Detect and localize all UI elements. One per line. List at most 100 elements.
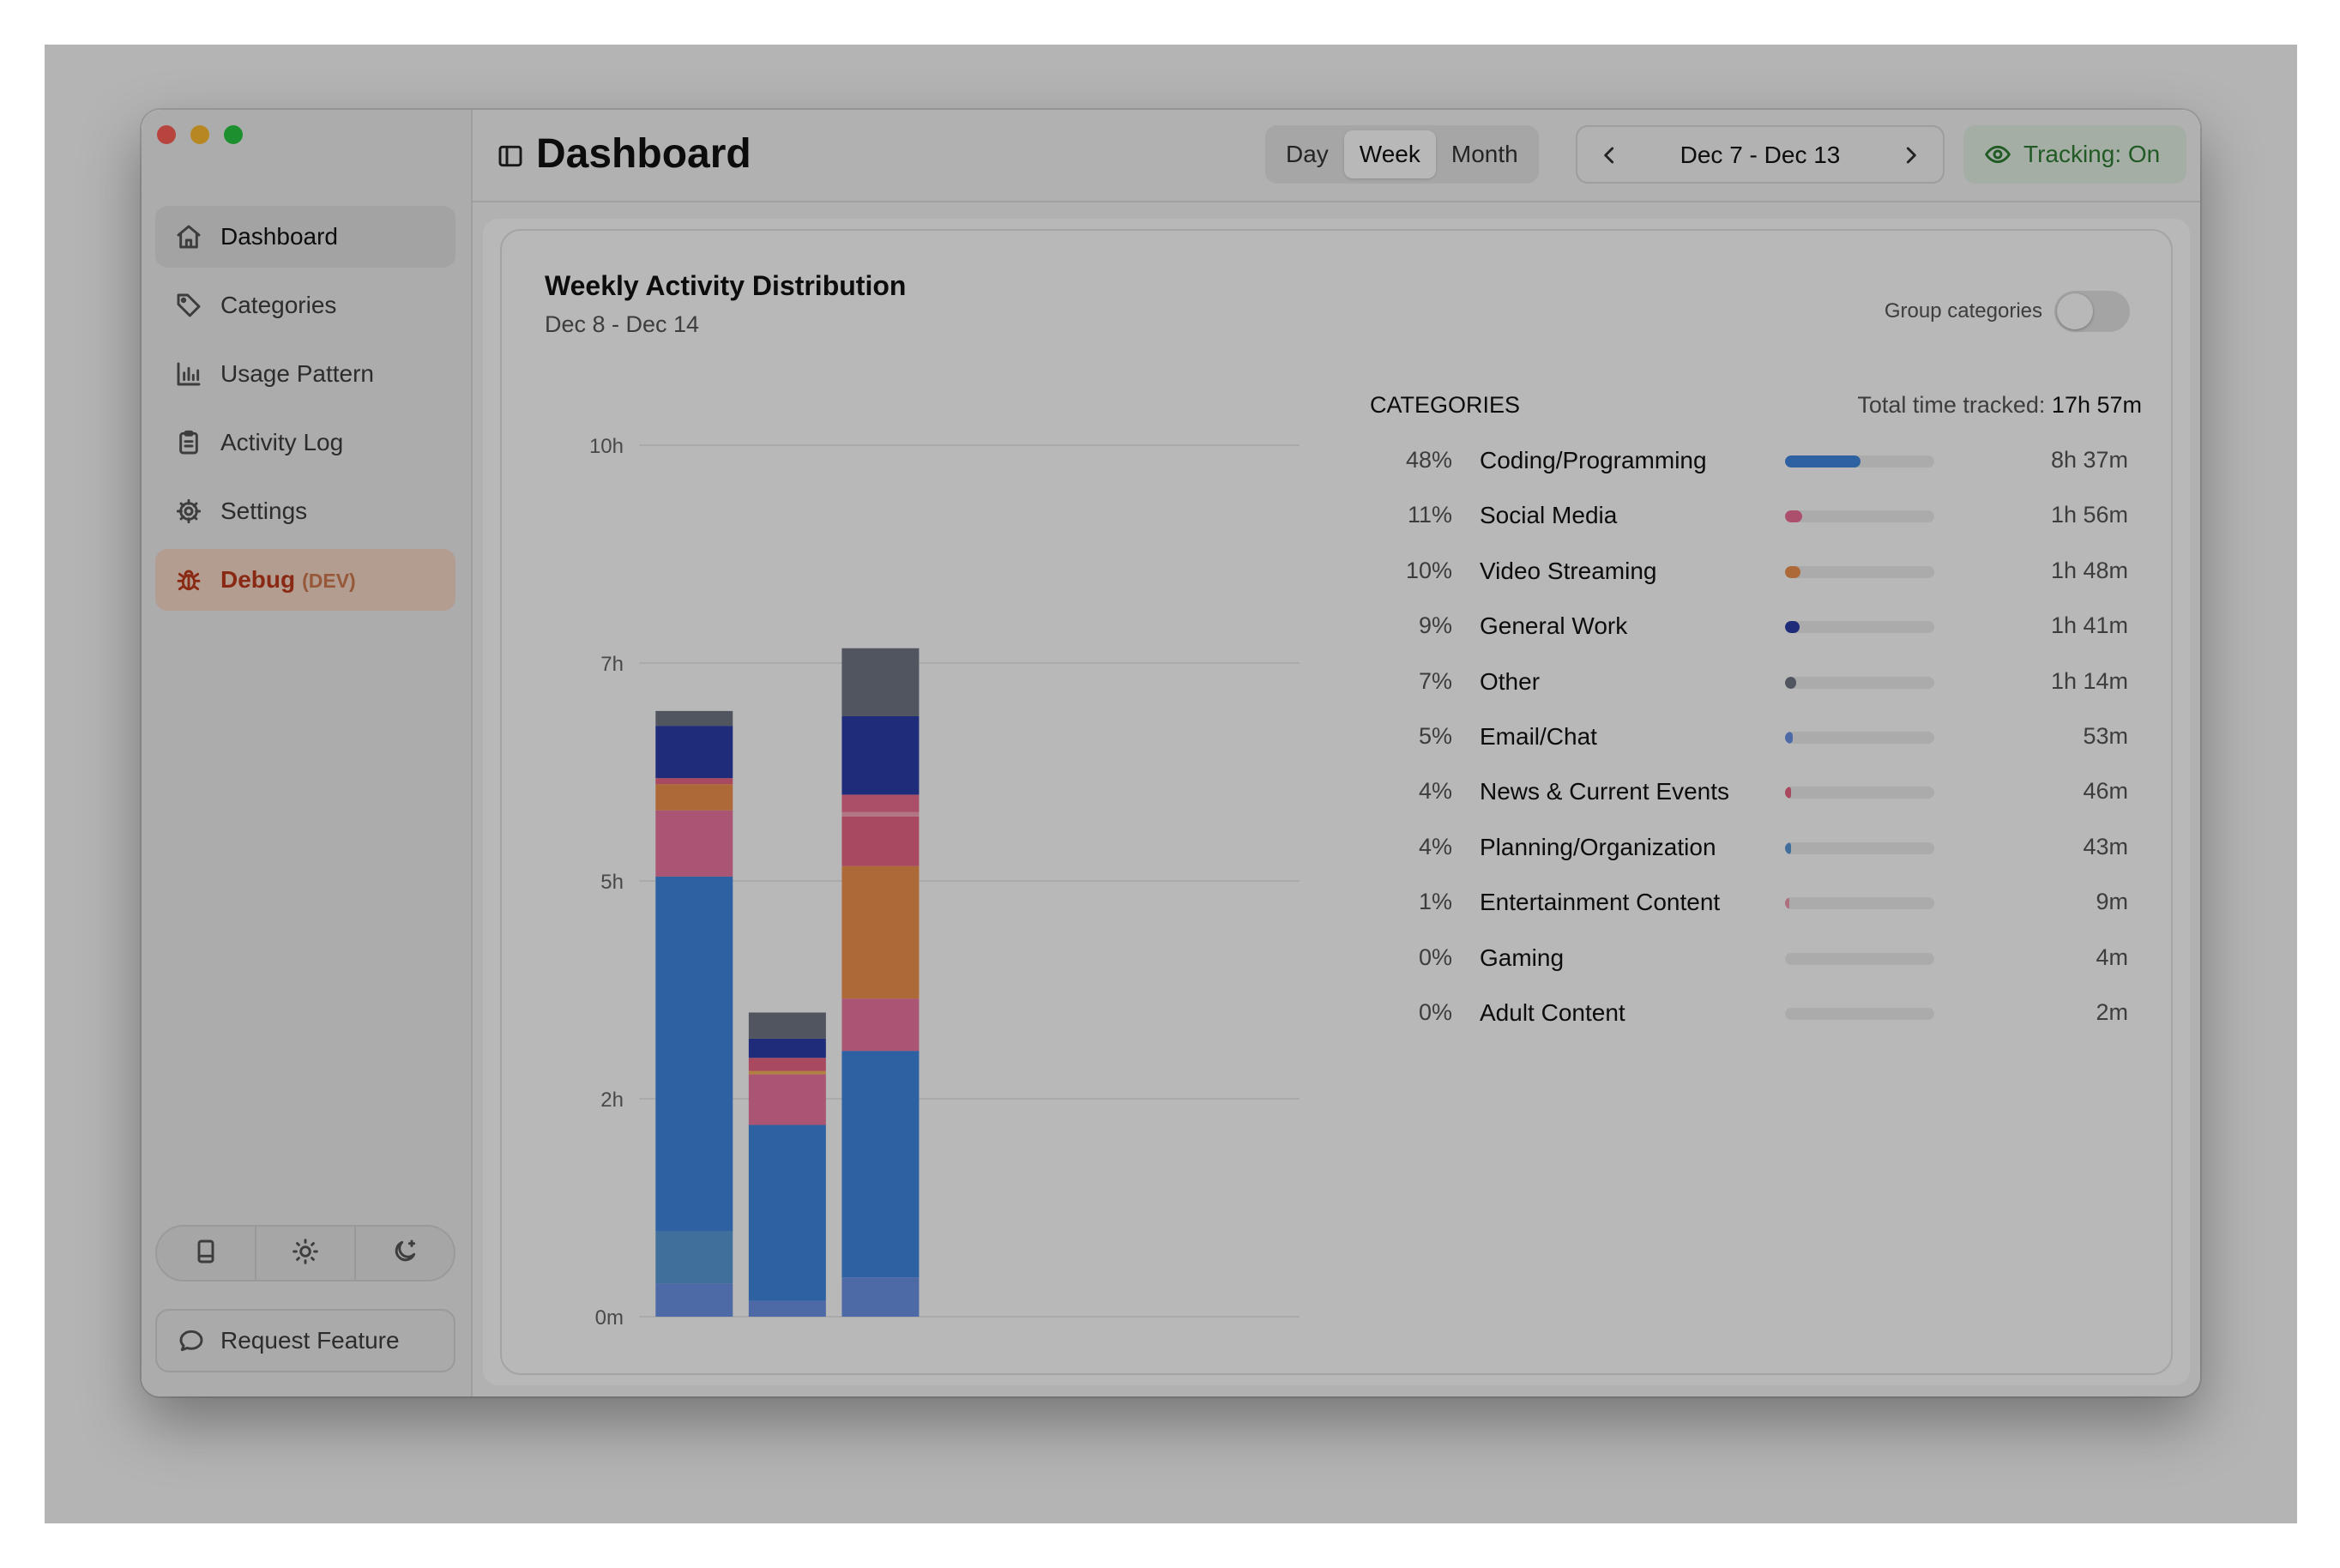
category-list: 48% Coding/Programming 8h 37m 11% Social Med… (1370, 447, 2142, 1054)
y-tick-label: 10h (589, 435, 624, 458)
weekly-activity-card: Weekly Activity Distribution Dec 8 - Dec… (500, 229, 2173, 1375)
total-time-tracked: Total time tracked: 17h 57m (1857, 392, 2142, 419)
category-row: 4% Planning/Organization 43m (1370, 834, 2142, 889)
category-name: Video Streaming (1480, 557, 1657, 584)
chevron-left-icon[interactable] (1596, 142, 1624, 173)
y-tick-label: 7h (600, 653, 624, 676)
dev-badge: (DEV) (302, 570, 356, 592)
top-header: Dashboard Day Week Month Dec 7 - Dec 13 … (473, 110, 2200, 202)
category-row: 4% News & Current Events 46m (1370, 778, 2142, 833)
category-percent: 11% (1407, 502, 1452, 528)
category-duration: 43m (2083, 833, 2128, 859)
category-row: 5% Email/Chat 53m (1370, 723, 2142, 778)
tracking-status-button[interactable]: Tracking: On (1963, 125, 2186, 184)
eye-icon (1984, 141, 2011, 168)
tab-day[interactable]: Day (1286, 141, 1329, 167)
bar-chart-icon (174, 359, 203, 389)
minimize-window-button[interactable] (190, 125, 209, 144)
category-progress-track (1785, 676, 1934, 689)
category-row: 7% Other 1h 14m (1370, 668, 2142, 723)
x-tick-label: Tue (770, 1343, 805, 1346)
category-duration: 1h 56m (2050, 502, 2128, 528)
bar-segment (655, 876, 733, 1232)
request-feature-button[interactable]: Request Feature (155, 1309, 455, 1372)
categories-header: CATEGORIES Total time tracked: 17h 57m (1370, 392, 2142, 426)
category-progress-fill (1785, 510, 1803, 523)
category-percent: 4% (1418, 778, 1452, 805)
bar-segment (841, 794, 920, 812)
category-duration: 53m (2083, 722, 2128, 749)
light-theme-button[interactable] (256, 1227, 356, 1280)
x-tick-label: Mon (674, 1343, 715, 1346)
sidebar-nav: Dashboard Categories Usage Pattern Activ… (155, 206, 455, 618)
categories-heading: CATEGORIES (1370, 392, 1521, 418)
category-name: Email/Chat (1480, 722, 1597, 750)
system-theme-button[interactable] (157, 1227, 256, 1280)
bar-segment (841, 998, 920, 1052)
tab-month[interactable]: Month (1450, 141, 1518, 167)
total-time-value: 17h 57m (2051, 392, 2142, 418)
sidebar-item-categories[interactable]: Categories (155, 274, 455, 336)
category-percent: 5% (1418, 722, 1452, 749)
sidebar-item-usage-pattern[interactable]: Usage Pattern (155, 343, 455, 405)
category-name: Entertainment Content (1480, 889, 1721, 916)
category-percent: 0% (1418, 944, 1452, 970)
category-percent: 7% (1418, 667, 1452, 694)
zoom-window-button[interactable] (224, 125, 243, 144)
category-progress-track (1785, 621, 1934, 634)
category-progress-track (1785, 731, 1934, 744)
request-feature-label: Request Feature (220, 1327, 400, 1354)
category-name: Coding/Programming (1480, 447, 1707, 473)
bar-segment (748, 1038, 826, 1058)
category-name: Planning/Organization (1480, 833, 1716, 860)
sidebar-toggle-icon[interactable] (497, 142, 524, 174)
debug-label: Debug (220, 566, 296, 593)
tab-week[interactable]: Week (1343, 130, 1436, 178)
sidebar-item-label: Categories (220, 292, 337, 318)
y-tick-label: 2h (600, 1089, 624, 1112)
category-row: 10% Video Streaming 1h 48m (1370, 558, 2142, 612)
sidebar-item-label: Debug (DEV) (220, 566, 356, 594)
page-title: Dashboard (536, 131, 751, 177)
moon-icon (391, 1238, 419, 1269)
category-progress-fill (1785, 565, 1801, 578)
sidebar-item-label: Usage Pattern (220, 360, 374, 387)
close-window-button[interactable] (157, 125, 176, 144)
category-duration: 9m (2096, 889, 2128, 915)
dark-theme-button[interactable] (356, 1227, 454, 1280)
category-progress-track (1785, 455, 1934, 467)
bar-segment (655, 1231, 733, 1284)
bar-segment (841, 811, 920, 817)
bar-segment (748, 1074, 826, 1125)
date-range-label: Dec 7 - Dec 13 (1680, 142, 1841, 168)
group-categories-toggle[interactable] (2054, 291, 2130, 332)
bar-segment (841, 1277, 920, 1317)
sidebar-item-label: Dashboard (220, 223, 338, 250)
main-panel: Weekly Activity Distribution Dec 8 - Dec… (483, 219, 2190, 1385)
total-time-label: Total time tracked: (1857, 392, 2052, 418)
stacked-bar-chart: 0m 2h 5h 7h 10h Mon Tue Wed Thu Fri Sat Sun (589, 435, 1300, 1346)
sidebar-item-settings[interactable]: Settings (155, 480, 455, 542)
category-progress-fill (1785, 731, 1794, 744)
chat-bubble-icon (178, 1327, 205, 1354)
toggle-knob (2057, 293, 2093, 329)
sidebar-item-dashboard[interactable]: Dashboard (155, 206, 455, 268)
sidebar-item-activity-log[interactable]: Activity Log (155, 412, 455, 473)
group-categories-label: Group categories (1884, 299, 2042, 323)
category-progress-track (1785, 952, 1934, 965)
y-tick-label: 0m (595, 1306, 624, 1330)
category-progress-fill (1785, 621, 1800, 634)
sidebar: Dashboard Categories Usage Pattern Activ… (142, 110, 473, 1396)
category-percent: 9% (1418, 612, 1452, 639)
bar-segment (655, 784, 733, 811)
chevron-right-icon[interactable] (1897, 142, 1924, 173)
category-row: 1% Entertainment Content 9m (1370, 889, 2142, 944)
bar-segment (748, 1012, 826, 1039)
category-duration: 2m (2096, 998, 2128, 1025)
category-duration: 1h 48m (2050, 557, 2128, 583)
sidebar-item-debug[interactable]: Debug (DEV) (155, 549, 455, 611)
app-window: Dashboard Categories Usage Pattern Activ… (142, 110, 2200, 1396)
category-progress-track (1785, 565, 1934, 578)
category-progress-fill (1785, 455, 1861, 467)
gear-icon (174, 497, 203, 526)
